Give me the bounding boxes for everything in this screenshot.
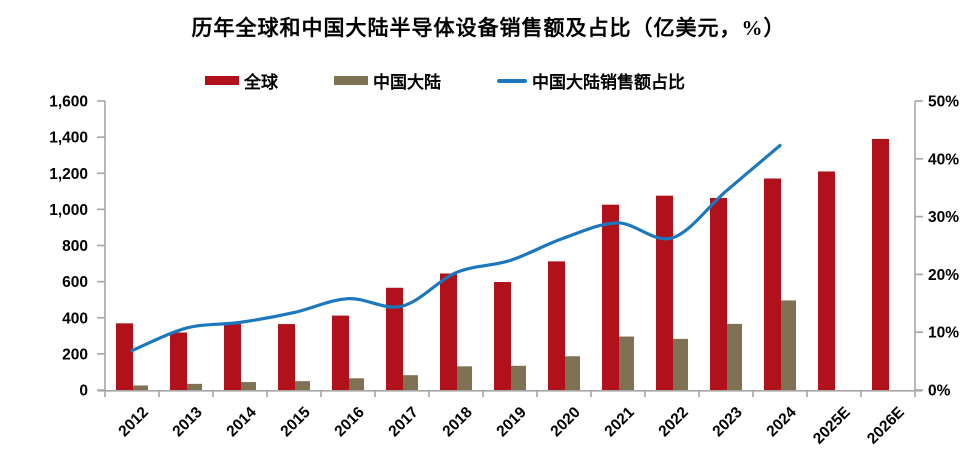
- x-axis-label: 2017: [385, 404, 421, 440]
- bar-全球-2015: [278, 324, 295, 390]
- right-axis-tick-label: 20%: [928, 267, 959, 284]
- bar-全球-2016: [332, 315, 349, 390]
- bar-全球-2025E: [818, 171, 835, 390]
- left-axis-tick-label: 600: [62, 274, 88, 291]
- bar-全球-2020: [548, 261, 565, 390]
- bar-全球-2024: [764, 178, 781, 390]
- x-axis-label: 2024: [763, 404, 800, 441]
- legend-item-ratio: 中国大陆销售额占比: [497, 68, 685, 93]
- left-axis-tick-label: 1,200: [49, 166, 88, 183]
- left-axis-tick-label: 0: [79, 383, 88, 400]
- bar-中国大陆-2019: [511, 365, 526, 390]
- left-axis-tick-label: 400: [62, 310, 88, 327]
- x-axis-label: 2019: [493, 404, 530, 441]
- x-axis-label: 2012: [115, 404, 151, 440]
- legend-label-china: 中国大陆: [373, 73, 441, 92]
- bar-中国大陆-2016: [349, 378, 364, 390]
- legend-item-global: 全球: [205, 68, 278, 93]
- left-axis-tick-label: 1,000: [49, 202, 88, 219]
- bar-中国大陆-2020: [565, 356, 580, 390]
- bar-全球-2019: [494, 281, 511, 390]
- bar-全球-2023: [710, 197, 727, 390]
- bar-全球-2026E: [872, 138, 889, 390]
- bar-中国大陆-2023: [727, 323, 742, 390]
- right-axis-tick-label: 30%: [928, 209, 959, 226]
- x-axis-label: 2021: [601, 404, 638, 441]
- bar-中国大陆-2013: [187, 383, 202, 390]
- bar-中国大陆-2022: [673, 338, 688, 390]
- x-axis-label: 2023: [709, 404, 746, 441]
- right-axis-tick-label: 50%: [928, 94, 959, 111]
- legend-item-china: 中国大陆: [334, 68, 441, 93]
- bar-中国大陆-2017: [403, 375, 418, 390]
- bar-全球-2021: [602, 204, 619, 390]
- right-axis-tick-label: 40%: [928, 151, 959, 168]
- x-axis-label: 2013: [169, 404, 206, 441]
- bar-中国大陆-2014: [241, 382, 256, 390]
- legend-label-global: 全球: [244, 73, 278, 92]
- x-axis-label: 2026E: [864, 404, 908, 448]
- bar-中国大陆-2015: [295, 381, 310, 390]
- bar-全球-2012: [116, 323, 133, 390]
- chart-legend: 全球 中国大陆 中国大陆销售额占比: [0, 68, 890, 93]
- bar-中国大陆-2018: [457, 366, 472, 390]
- legend-swatch-china: [334, 76, 368, 85]
- bar-全球-2018: [440, 273, 457, 390]
- legend-label-ratio: 中国大陆销售额占比: [532, 73, 685, 92]
- bar-中国大陆-2024: [781, 300, 796, 390]
- left-axis-tick-label: 1,600: [49, 94, 88, 111]
- x-axis-label: 2025E: [810, 404, 854, 448]
- bar-全球-2014: [224, 322, 241, 390]
- x-axis-label: 2016: [331, 404, 368, 441]
- chart-title: 历年全球和中国大陆半导体设备销售额及占比（亿美元，%）: [191, 16, 786, 40]
- x-axis-label: 2020: [547, 404, 583, 440]
- bar-全球-2017: [386, 287, 403, 390]
- left-axis-tick-label: 200: [62, 346, 88, 363]
- left-axis-tick-label: 1,400: [49, 130, 88, 147]
- x-axis-label: 2015: [277, 404, 314, 441]
- ratio-line: [130, 143, 782, 353]
- legend-line-icon: [497, 78, 527, 83]
- bar-全球-2013: [170, 332, 187, 390]
- bar-中国大陆-2021: [619, 336, 634, 390]
- x-axis-label: 2014: [223, 404, 260, 441]
- legend-swatch-global: [205, 76, 239, 85]
- x-axis-label: 2022: [655, 404, 691, 440]
- left-axis-tick-label: 800: [62, 238, 88, 255]
- right-axis-tick-label: 10%: [928, 325, 959, 342]
- x-axis-label: 2018: [439, 404, 476, 441]
- bar-中国大陆-2012: [133, 385, 148, 390]
- bar-全球-2022: [656, 195, 673, 390]
- right-axis-tick-label: 0%: [928, 383, 951, 400]
